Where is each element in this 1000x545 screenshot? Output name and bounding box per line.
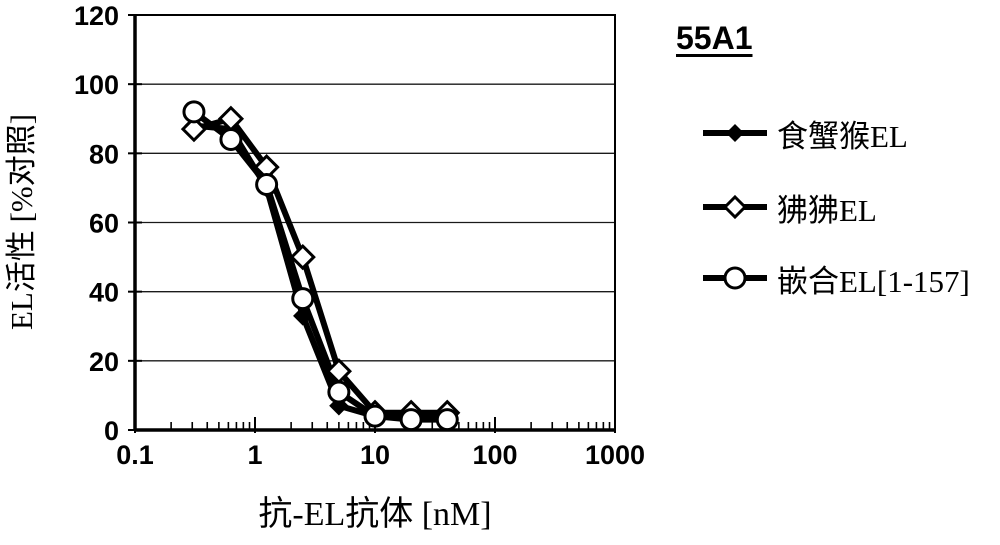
y-tick-label: 60 — [89, 209, 119, 239]
series-line-filled-diamond — [190, 122, 451, 420]
marker-open-circle — [399, 408, 423, 432]
x-axis-title: 抗-EL抗体 [nM] — [258, 496, 492, 533]
marker-open-diamond — [289, 243, 316, 271]
legend-item-baboon-el: 狒狒EL — [703, 187, 877, 228]
marker-open-circle — [219, 128, 243, 151]
legend-label: 嵌合EL[1-157] — [777, 263, 970, 299]
legend-label: 狒狒EL — [777, 192, 877, 228]
x-tick-label: 1000 — [585, 440, 645, 470]
x-tick-label: 10 — [360, 440, 390, 470]
marker-open-diamond — [180, 116, 208, 143]
marker-open-circle — [327, 380, 351, 404]
x-tick-label: 1 — [247, 440, 262, 470]
y-tick-label: 100 — [74, 70, 119, 100]
legend-item-cyno-el: 食蟹猴EL — [703, 113, 908, 154]
legend-title: 55A1 — [676, 20, 753, 56]
y-tick-label: 0 — [104, 416, 119, 446]
y-tick-label: 80 — [89, 139, 119, 169]
legend-item-chimeric-el: 嵌合EL[1-157] — [703, 258, 970, 299]
y-tick-label: 20 — [89, 347, 119, 377]
marker-open-circle — [182, 100, 206, 124]
series-line-open-diamond — [190, 115, 451, 416]
marker-open-circle — [363, 404, 387, 428]
filled-diamond-marker-icon — [703, 124, 767, 142]
marker-open-circle — [291, 287, 315, 311]
x-tick-label: 0.1 — [116, 440, 154, 470]
marker-filled-diamond — [293, 306, 313, 326]
series-line-open-circle — [190, 108, 451, 423]
marker-open-circle — [255, 172, 279, 196]
y-axis-title: EL活性 [%对照] — [4, 113, 39, 331]
y-tick-label: 120 — [74, 1, 119, 31]
open-circle-marker-icon — [703, 266, 767, 290]
open-diamond-marker-icon — [703, 194, 767, 220]
x-tick-label: 100 — [472, 440, 517, 470]
marker-open-circle — [435, 408, 459, 432]
y-tick-label: 40 — [89, 278, 119, 308]
legend-label: 食蟹猴EL — [777, 118, 908, 154]
